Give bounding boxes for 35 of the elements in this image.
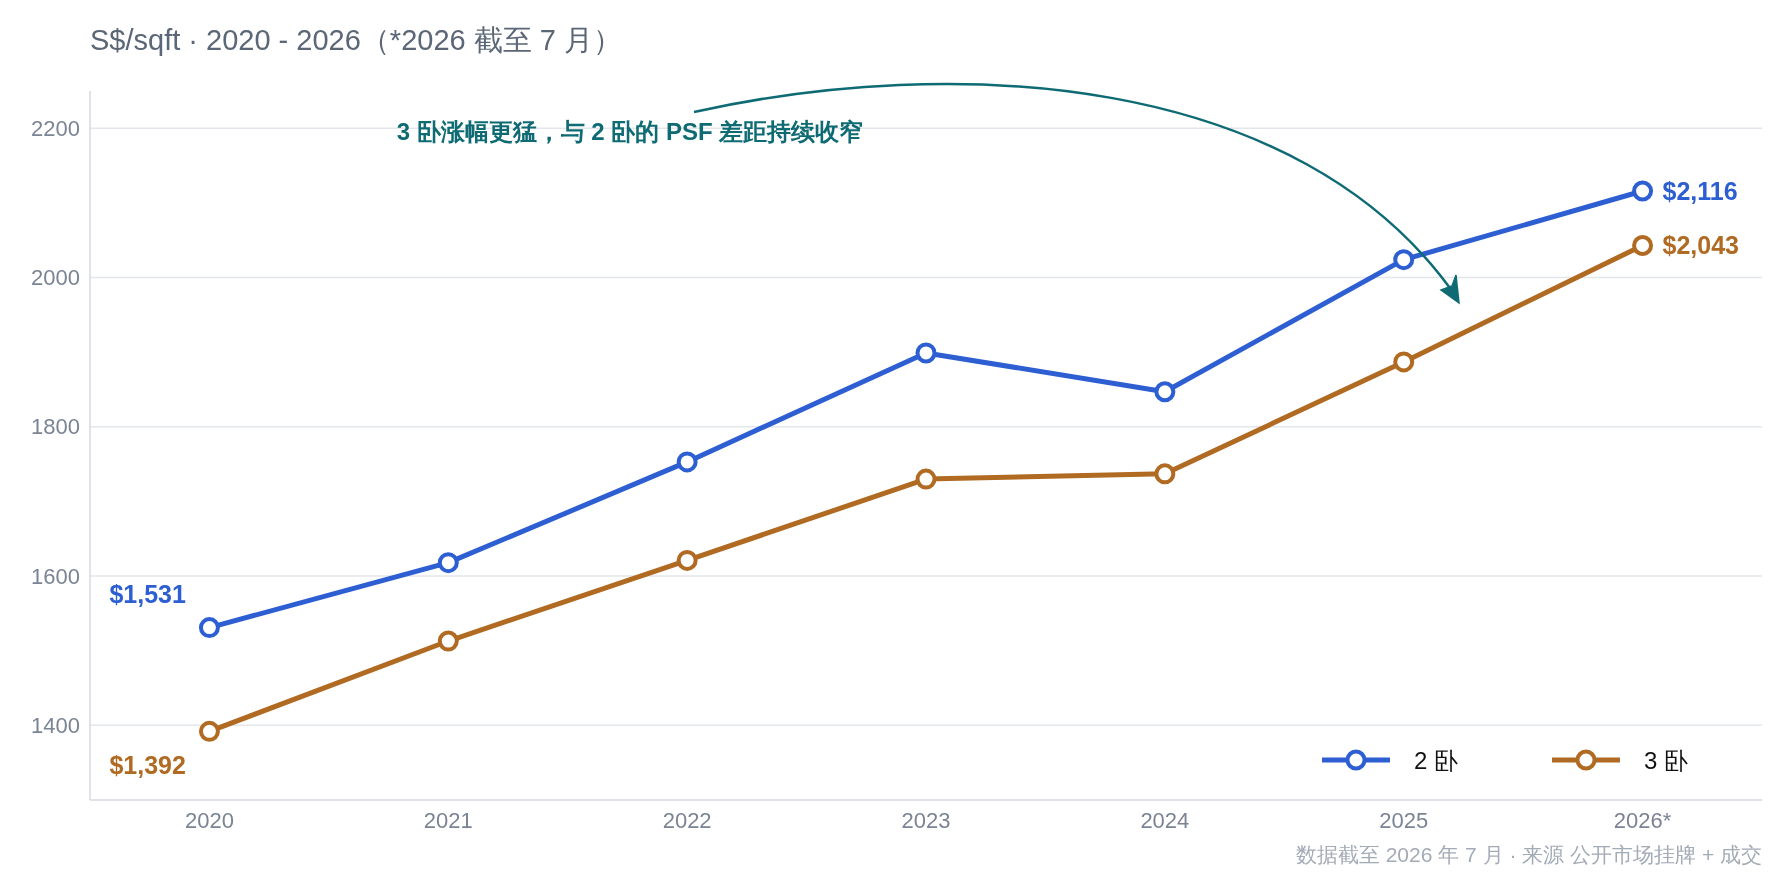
y-tick-label: 1400 <box>31 712 80 738</box>
data-label: $2,116 <box>1662 177 1738 206</box>
point <box>1154 463 1176 485</box>
point <box>1154 381 1176 403</box>
y-tick-label: 1600 <box>31 563 80 589</box>
point <box>676 549 698 571</box>
point <box>1393 249 1415 271</box>
data-label: $1,392 <box>109 751 186 780</box>
legend-label: 2 卧 <box>1414 746 1459 774</box>
point <box>1632 180 1654 202</box>
data-label: $1,531 <box>109 579 186 608</box>
point <box>915 342 937 364</box>
x-tick-label: 2024 <box>1140 808 1190 833</box>
x-tick-label: 2025 <box>1379 808 1429 833</box>
y-tick-label: 2000 <box>31 265 80 291</box>
point <box>198 617 220 639</box>
y-tick-label: 1800 <box>31 414 80 440</box>
x-tick-label: 2021 <box>423 808 473 833</box>
x-tick-label: 2026* <box>1613 808 1672 833</box>
x-tick-label: 2020 <box>184 808 234 833</box>
data-label: $2,043 <box>1662 231 1740 260</box>
point <box>198 720 220 742</box>
annotation: 3 卧涨幅更猛，与 2 卧的 PSF 差距持续收窄 <box>396 117 864 145</box>
legend-label: 3 卧 <box>1644 746 1689 774</box>
text: 数据截至 2026 年 7 月 · 来源 公开市场挂牌 + 成交 <box>1295 843 1762 866</box>
point <box>1393 351 1415 373</box>
point <box>437 630 459 652</box>
point <box>676 451 698 473</box>
x-tick-label: 2022 <box>662 808 712 833</box>
point <box>437 552 459 574</box>
point <box>915 468 937 490</box>
y-tick-label: 2200 <box>31 115 80 141</box>
point <box>1632 234 1654 256</box>
x-tick-label: 2023 <box>901 808 951 833</box>
chart-title: S$/sqft · 2020 - 2026（*2026 截至 7 月） <box>90 24 622 56</box>
